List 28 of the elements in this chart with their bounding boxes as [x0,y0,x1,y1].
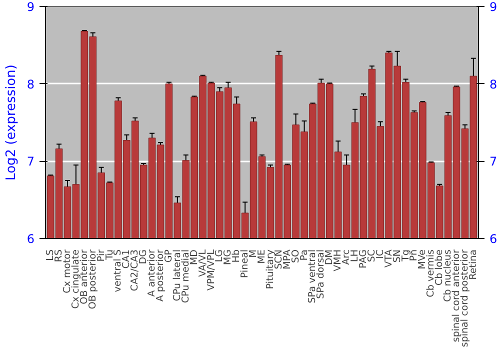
x-tick-label: PAG [358,249,369,268]
y2-tick-label: 9 [490,0,498,14]
x-tick-label: Cx cingulate [70,249,82,309]
x-tick-label: SN [392,249,403,263]
x-tick-label: OB posterior [87,249,98,310]
x-tick-label: SCN [273,249,284,270]
x-tick-label: SC [366,249,378,262]
y-tick-label: 9 [26,0,35,14]
x-tick-label: spinal cord posterior [459,249,470,348]
x-tick-label: VA/VL [197,248,208,277]
y2-tick-label: 7 [490,154,498,169]
x-tick-label: MPA [282,249,293,270]
y2-tick-label: 6 [490,232,498,246]
x-tick-label: CPu medial [180,249,192,303]
y-tick-label: 7 [26,154,35,169]
y-tick-label: 8 [26,77,35,92]
x-tick-label: ME [256,249,268,264]
x-tick-label: SO [290,249,302,264]
y2-tick-label: 8 [490,77,498,92]
x-tick-label: VTA [383,249,394,268]
x-tick-label: Pir [96,249,107,262]
y-tick-label: 6 [26,232,35,246]
x-tick-label: Tg [400,249,412,262]
y-axis-title: Log2 (expression) [4,64,19,180]
x-tick-label: Pituitary [264,249,276,290]
x-tick-label: Retina [468,249,479,280]
x-tick-label: IC [374,249,386,259]
x-tick-label: MD [188,249,200,266]
